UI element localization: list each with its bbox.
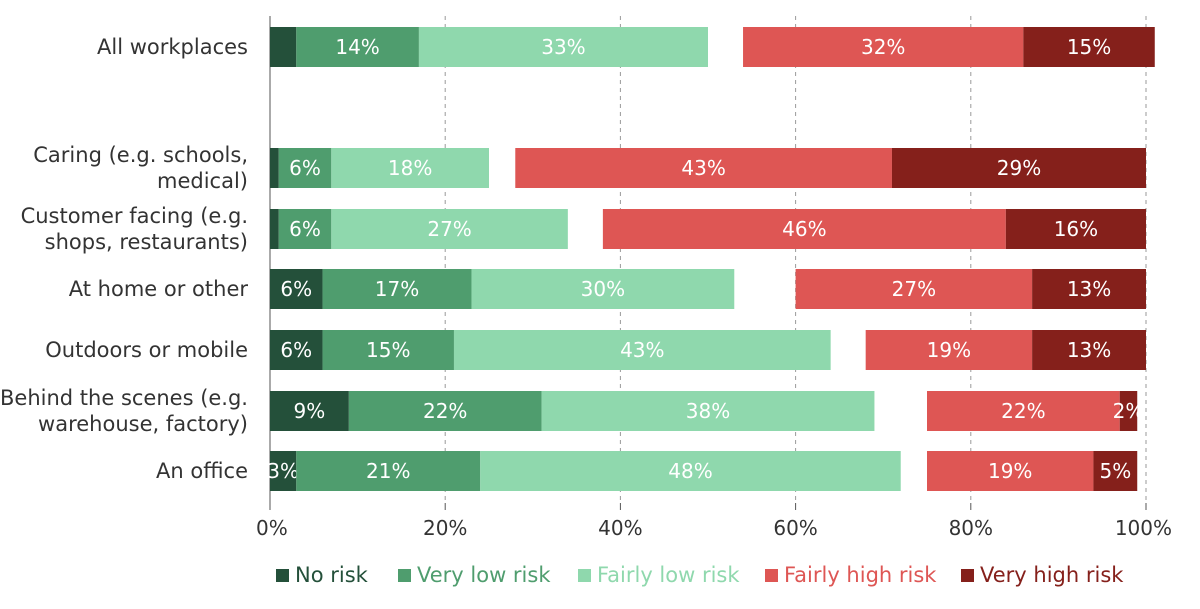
data-label: 6% xyxy=(289,156,321,180)
category-label: Customer facing (e.g. xyxy=(21,204,248,228)
data-label: 27% xyxy=(427,217,471,241)
bar-segment xyxy=(331,148,489,188)
x-tick-label: 60% xyxy=(773,516,817,540)
bar-segment xyxy=(270,451,297,491)
legend-swatch xyxy=(578,569,591,582)
data-label: 13% xyxy=(1067,338,1111,362)
data-label: 27% xyxy=(892,277,936,301)
category-label: An office xyxy=(156,459,248,483)
bar-segment xyxy=(515,148,892,188)
data-label: 21% xyxy=(366,459,410,483)
bar-segment xyxy=(541,391,875,431)
data-label: 16% xyxy=(1054,217,1098,241)
bars: 14% 33% 32% 15% 6% 18% 43% 29% 6% 27% 46% 16% 6% 17% 3… xyxy=(267,27,1155,491)
category-label: shops, restaurants) xyxy=(45,230,248,254)
x-tick-label: 40% xyxy=(598,516,642,540)
bar-segment xyxy=(865,330,1033,370)
category-label: warehouse, factory) xyxy=(38,412,248,436)
legend-swatch xyxy=(765,569,778,582)
bar-segment xyxy=(270,269,323,309)
bar-segment xyxy=(795,269,1033,309)
data-label: 5% xyxy=(1099,459,1131,483)
category-label: Behind the scenes (e.g. xyxy=(0,386,248,410)
data-label: 6% xyxy=(280,338,312,362)
data-label: 32% xyxy=(861,35,905,59)
data-label: 43% xyxy=(620,338,664,362)
bar-segment xyxy=(322,330,454,370)
data-label: 6% xyxy=(280,277,312,301)
bar-segment xyxy=(927,451,1094,491)
category-label: Outdoors or mobile xyxy=(45,338,248,362)
bar-segment xyxy=(270,391,349,431)
bar-segment xyxy=(891,148,1146,188)
bar-segment xyxy=(927,391,1120,431)
data-label: 3% xyxy=(267,459,299,483)
data-label: 30% xyxy=(581,277,625,301)
bar-segment xyxy=(602,209,1006,249)
bar-segment xyxy=(322,269,472,309)
legend-label: Fairly high risk xyxy=(784,563,937,587)
bar-segment xyxy=(296,27,419,67)
legend-label: No risk xyxy=(295,563,369,587)
data-label: 6% xyxy=(289,217,321,241)
data-label: 22% xyxy=(423,399,467,423)
data-label: 38% xyxy=(686,399,730,423)
legend-swatch xyxy=(276,569,289,582)
bar-segment xyxy=(270,27,297,67)
legend-label: Very high risk xyxy=(980,563,1124,587)
data-label: 29% xyxy=(997,156,1041,180)
data-label: 15% xyxy=(1067,35,1111,59)
data-label: 17% xyxy=(375,277,419,301)
category-label: At home or other xyxy=(69,277,249,301)
data-label: 19% xyxy=(927,338,971,362)
legend-swatch xyxy=(961,569,974,582)
data-label: 48% xyxy=(668,459,712,483)
data-label: 9% xyxy=(294,399,326,423)
bar-segment xyxy=(348,391,542,431)
x-tick-label: 100% xyxy=(1115,516,1172,540)
data-label: 13% xyxy=(1067,277,1111,301)
bar-segment xyxy=(1023,27,1155,67)
bar-segment xyxy=(296,451,481,491)
bar-segment xyxy=(278,209,332,249)
x-tick-label: 20% xyxy=(423,516,467,540)
bar-segment xyxy=(270,148,279,188)
bar-segment xyxy=(331,209,568,249)
legend: No risk Very low risk Fairly low risk Fairl… xyxy=(276,563,1124,587)
bar-segment xyxy=(743,27,1024,67)
bar-segment xyxy=(418,27,708,67)
bar-segment xyxy=(1093,451,1138,491)
bar-segment xyxy=(1005,209,1146,249)
legend-label: Fairly low risk xyxy=(597,563,740,587)
data-label: 33% xyxy=(541,35,585,59)
data-label: 14% xyxy=(335,35,379,59)
data-label: 18% xyxy=(388,156,432,180)
category-label: Caring (e.g. schools, xyxy=(33,143,248,167)
bar-segment xyxy=(1032,269,1146,309)
data-label: 43% xyxy=(681,156,725,180)
x-axis-ticks: 0% 20% 40% 60% 80% 100% xyxy=(256,503,1172,540)
bar-segment xyxy=(1119,391,1138,431)
bar-segment xyxy=(278,148,332,188)
data-label: 46% xyxy=(782,217,826,241)
data-label: 22% xyxy=(1001,399,1045,423)
x-tick-label: 0% xyxy=(256,516,288,540)
bar-segment xyxy=(453,330,831,370)
data-label: 19% xyxy=(988,459,1032,483)
data-label: 15% xyxy=(366,338,410,362)
category-label: All workplaces xyxy=(97,35,248,59)
data-label: 2% xyxy=(1113,399,1145,423)
bar-segment xyxy=(471,269,735,309)
legend-label: Very low risk xyxy=(417,563,551,587)
bar-segment xyxy=(480,451,901,491)
bar-segment xyxy=(270,330,323,370)
legend-swatch xyxy=(398,569,411,582)
x-tick-label: 80% xyxy=(949,516,993,540)
bar-segment xyxy=(270,209,279,249)
category-labels: All workplaces Caring (e.g. schools,medic… xyxy=(0,35,248,483)
category-label: medical) xyxy=(157,169,248,193)
bar-segment xyxy=(1032,330,1146,370)
